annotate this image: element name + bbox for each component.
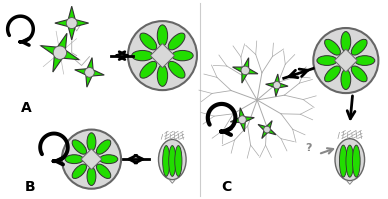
Ellipse shape	[341, 69, 351, 90]
Polygon shape	[258, 121, 276, 139]
Ellipse shape	[96, 164, 111, 179]
Circle shape	[238, 116, 246, 124]
Ellipse shape	[140, 61, 157, 78]
Polygon shape	[75, 58, 104, 87]
Ellipse shape	[159, 139, 186, 180]
Polygon shape	[230, 108, 254, 132]
Ellipse shape	[168, 33, 185, 50]
Text: A: A	[21, 101, 31, 115]
Ellipse shape	[87, 133, 96, 151]
Ellipse shape	[72, 164, 87, 179]
Ellipse shape	[157, 65, 168, 86]
Polygon shape	[334, 49, 357, 72]
Ellipse shape	[175, 146, 182, 176]
Ellipse shape	[352, 145, 360, 177]
Circle shape	[85, 67, 94, 77]
Polygon shape	[233, 58, 258, 83]
Polygon shape	[151, 44, 175, 68]
Ellipse shape	[168, 61, 185, 78]
Circle shape	[241, 66, 249, 75]
Ellipse shape	[355, 56, 375, 65]
Ellipse shape	[87, 167, 96, 185]
Ellipse shape	[99, 155, 118, 164]
Ellipse shape	[351, 66, 367, 82]
Ellipse shape	[172, 50, 193, 61]
Circle shape	[66, 18, 77, 28]
Polygon shape	[266, 74, 288, 96]
Circle shape	[263, 126, 270, 133]
Ellipse shape	[340, 145, 347, 177]
Ellipse shape	[157, 25, 168, 46]
Circle shape	[314, 28, 378, 93]
Ellipse shape	[317, 56, 337, 65]
Text: ?: ?	[305, 143, 312, 153]
Ellipse shape	[335, 139, 365, 181]
Circle shape	[53, 46, 67, 59]
Ellipse shape	[169, 146, 176, 176]
Ellipse shape	[132, 50, 153, 61]
Ellipse shape	[325, 39, 340, 55]
Ellipse shape	[96, 140, 111, 154]
Text: B: B	[24, 180, 35, 194]
Polygon shape	[81, 149, 102, 170]
Circle shape	[62, 130, 121, 189]
Circle shape	[128, 21, 197, 90]
Ellipse shape	[325, 66, 340, 82]
Ellipse shape	[72, 140, 87, 154]
Ellipse shape	[346, 145, 353, 177]
Circle shape	[273, 82, 281, 89]
Ellipse shape	[65, 155, 83, 164]
Polygon shape	[55, 6, 88, 40]
Ellipse shape	[351, 39, 367, 55]
Ellipse shape	[341, 32, 351, 52]
Ellipse shape	[163, 146, 170, 176]
Text: C: C	[222, 180, 232, 194]
Polygon shape	[40, 33, 79, 72]
Ellipse shape	[140, 33, 157, 50]
